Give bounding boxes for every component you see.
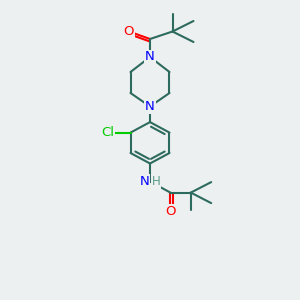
Text: O: O [165, 205, 175, 218]
Text: O: O [124, 25, 134, 38]
Text: N: N [140, 175, 149, 188]
Text: Cl: Cl [101, 126, 114, 139]
Text: H: H [152, 175, 160, 188]
Text: N: N [145, 50, 155, 64]
Text: N: N [145, 100, 155, 113]
